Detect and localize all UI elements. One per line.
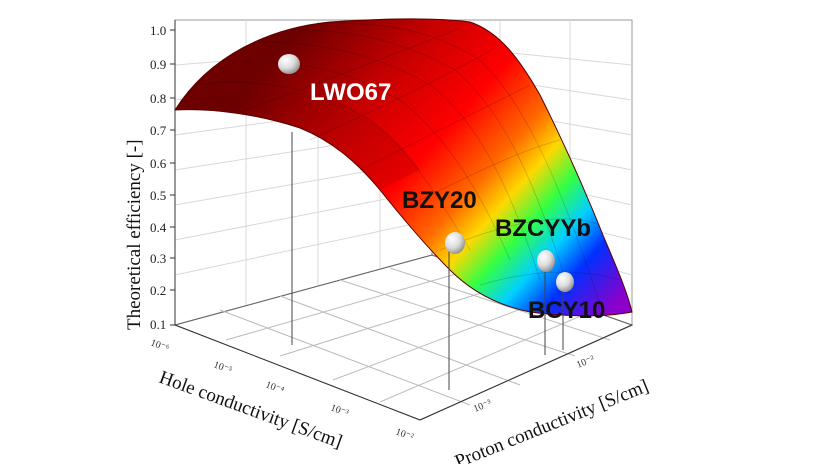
- z-tick: 0.9: [150, 57, 166, 72]
- z-tick: 0.5: [150, 188, 166, 203]
- z-tick: 0.3: [150, 251, 166, 266]
- z-tick: 0.7: [150, 123, 167, 138]
- z-tick: 0.1: [150, 317, 166, 332]
- z-tick: 0.8: [150, 91, 166, 106]
- data-points: [278, 54, 574, 292]
- x-tick: 10⁻²: [394, 426, 415, 443]
- label-bzy20: BZY20: [402, 187, 477, 214]
- efficiency-surface: [174, 18, 633, 317]
- z-axis: 0.1 0.2 0.3 0.4 0.5 0.6 0.7 0.8 0.9 1.0 …: [124, 20, 176, 332]
- y-axis: 10⁻³ 10⁻² Proton conductivity [S/cm]: [419, 324, 652, 464]
- y-axis-title: Proton conductivity [S/cm]: [452, 376, 652, 464]
- x-axis: 10⁻⁶ 10⁻⁵ 10⁻⁴ 10⁻³ 10⁻² Hole conductivi…: [149, 324, 421, 453]
- z-axis-title: Theoretical efficiency [-]: [124, 139, 145, 330]
- label-bcy10: BCY10: [528, 297, 605, 324]
- label-lwo67: LWO67: [310, 79, 391, 106]
- marker-lwo67: [278, 54, 300, 74]
- z-tick: 0.4: [150, 220, 167, 235]
- x-tick: 10⁻⁵: [212, 359, 233, 376]
- y-tick: 10⁻³: [472, 398, 493, 415]
- marker-bcy10: [556, 272, 574, 292]
- x-tick: 10⁻⁴: [264, 379, 286, 396]
- z-tick: 0.2: [150, 283, 166, 298]
- x-tick: 10⁻⁶: [149, 337, 171, 354]
- label-bzcyyb: BZCYYb: [495, 215, 591, 242]
- marker-bzy20: [445, 232, 465, 254]
- y-tick: 10⁻²: [575, 354, 596, 371]
- drop-lines: [291, 132, 564, 390]
- z-tick: 1.0: [150, 23, 166, 38]
- marker-bzcyyb: [537, 250, 555, 272]
- z-tick: 0.6: [150, 156, 167, 171]
- x-tick: 10⁻³: [329, 402, 350, 419]
